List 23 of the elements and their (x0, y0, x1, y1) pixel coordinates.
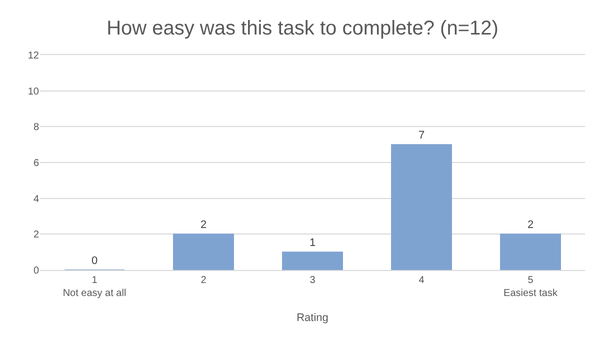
bar (500, 234, 561, 270)
x-axis-title: Rating (296, 312, 328, 324)
x-tick-label: 5 Easiest task (504, 275, 558, 299)
y-tick-label: 0 (33, 266, 40, 276)
y-tick-label: 8 (33, 122, 40, 134)
x-tick-label: 1 Not easy at all (62, 275, 126, 299)
chart-title: How easy was this task to complete? (n=12) (106, 17, 498, 40)
data-label: 1 (309, 237, 316, 250)
y-tick-label: 4 (33, 194, 40, 205)
y-tick-label: 12 (28, 50, 40, 62)
bar (391, 144, 452, 270)
bar (173, 234, 234, 270)
data-label: 7 (418, 130, 425, 142)
y-tick-label: 6 (33, 158, 40, 169)
data-label: 2 (200, 219, 207, 232)
data-label: 2 (527, 219, 534, 232)
x-tick-label: 2 (200, 275, 207, 286)
data-label: 0 (91, 255, 98, 267)
y-tick-label: 10 (28, 86, 40, 98)
y-tick-label: 2 (33, 230, 40, 241)
x-tick-label: 4 (418, 275, 425, 286)
bar (282, 252, 343, 270)
x-tick-label: 3 (310, 275, 316, 286)
